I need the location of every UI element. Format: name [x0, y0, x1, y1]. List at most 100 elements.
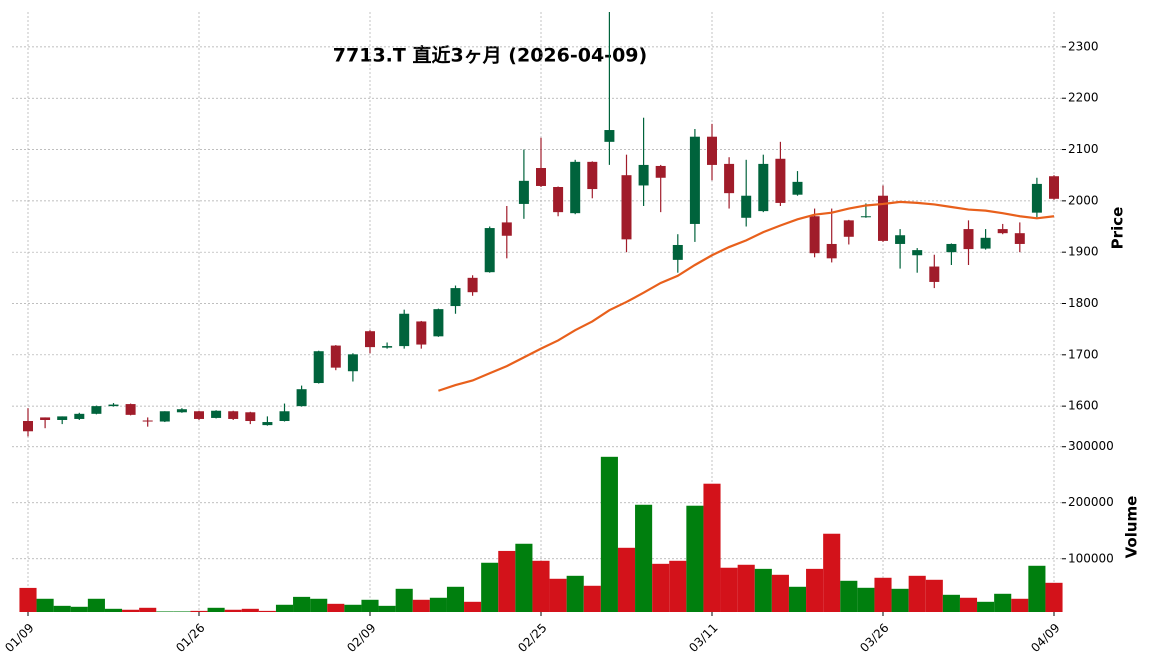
- volume-bar: [771, 574, 789, 612]
- volume-bar: [310, 598, 328, 612]
- candle-body: [638, 164, 649, 186]
- candle-body: [1049, 176, 1059, 199]
- candle-body: [159, 411, 170, 422]
- candle-body: [980, 237, 991, 249]
- candle-body: [450, 288, 461, 307]
- volume-bar: [19, 587, 37, 612]
- candle-body: [604, 130, 615, 142]
- candle-body: [347, 354, 358, 372]
- volume-bar: [1045, 582, 1063, 612]
- y-tick-label: 2000: [1068, 193, 1099, 207]
- volume-bar: [703, 483, 721, 612]
- candle-body: [775, 158, 786, 203]
- candle-body: [382, 346, 393, 348]
- candle-body: [399, 313, 410, 347]
- volume-bar: [977, 601, 995, 612]
- candle-body: [963, 229, 974, 250]
- candle-body: [176, 409, 187, 413]
- candle-body: [125, 404, 136, 415]
- candle-body: [758, 163, 769, 212]
- candle-body: [997, 229, 1008, 234]
- volume-bar: [652, 563, 670, 612]
- volume-bar: [515, 543, 533, 612]
- volume-bar: [378, 605, 396, 612]
- candle-body: [262, 422, 273, 426]
- volume-bar: [395, 588, 413, 612]
- volume-bar: [412, 599, 430, 612]
- volume-bar: [566, 575, 584, 612]
- y-tick-label: 2300: [1068, 39, 1099, 53]
- candle-body: [365, 331, 375, 348]
- volume-bar: [754, 568, 772, 612]
- candle-body: [518, 180, 529, 204]
- volume-bar: [549, 578, 567, 612]
- candle-body: [895, 235, 906, 244]
- volume-bar: [669, 560, 687, 612]
- candle-body: [23, 421, 33, 432]
- volume-bar: [190, 610, 208, 612]
- grid: [12, 12, 1062, 612]
- volume-bar: [122, 609, 140, 612]
- candle-body: [912, 250, 923, 256]
- candle-body: [741, 195, 752, 218]
- candle-body: [330, 345, 341, 368]
- volume-bar: [293, 596, 311, 612]
- volume-axis-label: Volume: [1123, 496, 1141, 559]
- y-tick-label: 2100: [1068, 142, 1099, 156]
- candle-body: [587, 161, 598, 190]
- candle-body: [484, 228, 495, 273]
- candle-body: [843, 220, 854, 237]
- candle-body: [1031, 183, 1042, 213]
- volume-bar: [600, 456, 618, 612]
- y-tick-label: 1700: [1068, 347, 1099, 361]
- volume-bar: [891, 588, 909, 612]
- volume-bar: [942, 594, 960, 612]
- volume-bar: [908, 575, 926, 612]
- x-tick-label: 02/09: [344, 621, 378, 655]
- volume-bar: [840, 580, 858, 612]
- candle-body: [946, 243, 957, 253]
- x-tick-label: 01/26: [173, 621, 207, 655]
- x-tick-label: 03/11: [686, 621, 720, 655]
- moving-average: [438, 200, 1055, 392]
- y-axis-label: Price: [1109, 207, 1127, 250]
- volume-bar: [959, 597, 978, 612]
- volume-bar: [857, 587, 875, 612]
- candle-body: [826, 243, 837, 259]
- volume-bar: [36, 598, 54, 612]
- volume-bar: [156, 611, 174, 612]
- volume-bar: [823, 533, 841, 612]
- candle-body: [672, 244, 683, 260]
- candle-body: [57, 416, 68, 420]
- candle-body: [40, 417, 51, 420]
- candle-body: [792, 181, 803, 195]
- y-tick-label: 1800: [1068, 296, 1099, 310]
- candle-body: [416, 321, 427, 345]
- volume-bar: [720, 567, 738, 612]
- volume-bar: [806, 568, 824, 612]
- volume-bar: [275, 604, 294, 612]
- volume-tick-label: 100000: [1068, 551, 1114, 565]
- volume-bar: [994, 593, 1012, 612]
- volume-bar: [173, 611, 191, 612]
- volume-bar: [874, 577, 892, 612]
- candle-body: [1014, 233, 1025, 244]
- x-tick-label: 03/26: [857, 621, 891, 655]
- candle-body: [211, 410, 222, 418]
- candle-body: [228, 411, 239, 419]
- candle-body: [707, 136, 717, 165]
- candle-body: [621, 175, 632, 240]
- candle-body: [809, 216, 820, 254]
- volume-bar: [1011, 598, 1029, 612]
- candle-body: [108, 404, 119, 407]
- candle-body: [724, 163, 735, 194]
- candle-body: [655, 165, 666, 178]
- candle-body: [501, 222, 512, 236]
- candle-body: [433, 309, 444, 337]
- candle-body: [296, 389, 307, 407]
- candle-body: [689, 136, 700, 224]
- volume-bar: [498, 550, 516, 612]
- volume-bar: [224, 609, 242, 612]
- volume-bar: [617, 547, 636, 612]
